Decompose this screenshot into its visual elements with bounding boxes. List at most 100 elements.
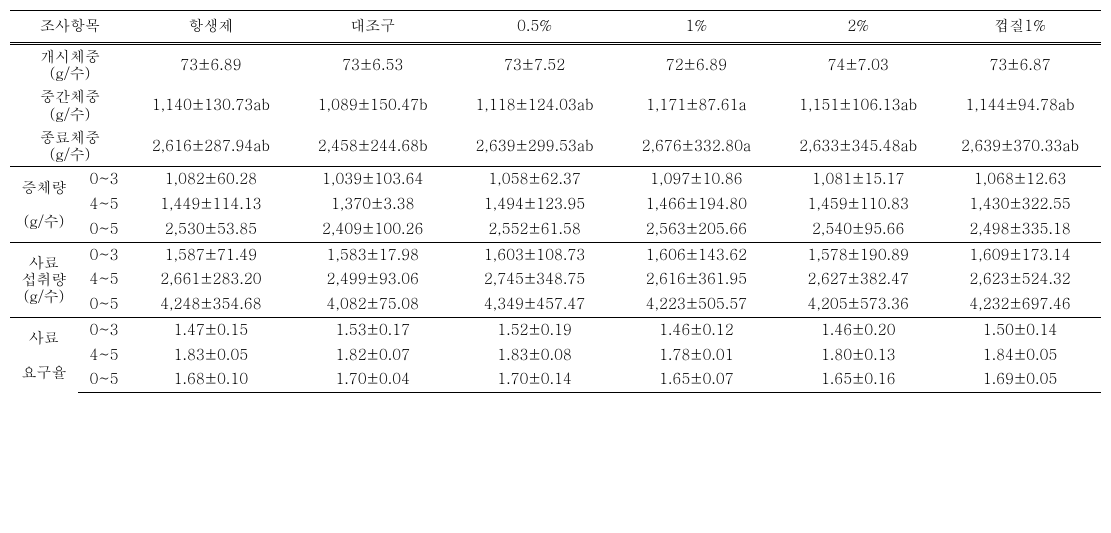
cell: 73±6.87 bbox=[939, 43, 1101, 85]
cell: 1.53±0.17 bbox=[292, 317, 454, 342]
row-label-gain: 증체량 (g/수) bbox=[10, 167, 78, 242]
label-text: 증체량 bbox=[22, 177, 67, 198]
cell: 1,587±71.49 bbox=[130, 242, 292, 267]
cell: 4,248±354.68 bbox=[130, 292, 292, 317]
table-row: 4~5 1,449±114.13 1,370±3.38 1,494±123.95… bbox=[10, 192, 1101, 217]
row-label-end-weight: 종료체중 (g/수) bbox=[10, 126, 130, 167]
cell: 1,171±87.61a bbox=[615, 85, 777, 126]
cell: 1,097±10.86 bbox=[615, 167, 777, 192]
col-header-antibiotic: 항생제 bbox=[130, 11, 292, 44]
cell: 73±6.53 bbox=[292, 43, 454, 85]
label-unit: (g/수) bbox=[50, 63, 91, 84]
cell: 2,458±244.68b bbox=[292, 126, 454, 167]
cell: 1.65±0.16 bbox=[777, 367, 939, 392]
label-unit: (g/수) bbox=[50, 144, 91, 165]
cell: 1.46±0.12 bbox=[615, 317, 777, 342]
cell: 4,349±457.47 bbox=[454, 292, 616, 317]
period-label: 0~5 bbox=[78, 292, 130, 317]
cell: 1,583±17.98 bbox=[292, 242, 454, 267]
col-header-1pct: 1% bbox=[615, 11, 777, 44]
period-label: 4~5 bbox=[78, 267, 130, 292]
cell: 1,603±108.73 bbox=[454, 242, 616, 267]
cell: 2,627±382.47 bbox=[777, 267, 939, 292]
table-row: 0~5 4,248±354.68 4,082±75.08 4,349±457.4… bbox=[10, 292, 1101, 317]
cell: 1,140±130.73ab bbox=[130, 85, 292, 126]
row-label-fcr: 사료 요구율 bbox=[10, 317, 78, 392]
col-header-2pct: 2% bbox=[777, 11, 939, 44]
cell: 1,609±173.14 bbox=[939, 242, 1101, 267]
table-row: 0~5 1.68±0.10 1.70±0.04 1.70±0.14 1.65±0… bbox=[10, 367, 1101, 392]
cell: 1,449±114.13 bbox=[130, 192, 292, 217]
cell: 1,606±143.62 bbox=[615, 242, 777, 267]
cell: 2,661±283.20 bbox=[130, 267, 292, 292]
cell: 2,552±61.58 bbox=[454, 217, 616, 242]
cell: 72±6.89 bbox=[615, 43, 777, 85]
cell: 1.52±0.19 bbox=[454, 317, 616, 342]
cell: 1.50±0.14 bbox=[939, 317, 1101, 342]
cell: 1.47±0.15 bbox=[130, 317, 292, 342]
cell: 73±6.89 bbox=[130, 43, 292, 85]
cell: 2,530±53.85 bbox=[130, 217, 292, 242]
cell: 1,578±190.89 bbox=[777, 242, 939, 267]
period-label: 4~5 bbox=[78, 343, 130, 368]
table-row: 사료 요구율 0~3 1.47±0.15 1.53±0.17 1.52±0.19… bbox=[10, 317, 1101, 342]
cell: 1.70±0.14 bbox=[454, 367, 616, 392]
cell: 4,205±573.36 bbox=[777, 292, 939, 317]
cell: 1,459±110.83 bbox=[777, 192, 939, 217]
label-text: 요구율 bbox=[22, 362, 67, 383]
cell: 1.68±0.10 bbox=[130, 367, 292, 392]
col-header-item: 조사항목 bbox=[10, 11, 130, 44]
cell: 1.84±0.05 bbox=[939, 343, 1101, 368]
cell: 1.46±0.20 bbox=[777, 317, 939, 342]
cell: 1,494±123.95 bbox=[454, 192, 616, 217]
cell: 1,151±106.13ab bbox=[777, 85, 939, 126]
cell: 2,540±95.66 bbox=[777, 217, 939, 242]
cell: 2,639±299.53ab bbox=[454, 126, 616, 167]
data-table: 조사항목 항생제 대조구 0.5% 1% 2% 껍질1% 개시체중 (g/수) … bbox=[10, 10, 1101, 393]
period-label: 0~5 bbox=[78, 217, 130, 242]
cell: 2,633±345.48ab bbox=[777, 126, 939, 167]
cell: 1,081±15.17 bbox=[777, 167, 939, 192]
label-unit: (g/수) bbox=[24, 211, 65, 232]
cell: 2,616±287.94ab bbox=[130, 126, 292, 167]
cell: 1.78±0.01 bbox=[615, 343, 777, 368]
cell: 1.82±0.07 bbox=[292, 343, 454, 368]
cell: 2,563±205.66 bbox=[615, 217, 777, 242]
row-label-intake: 사료 섭취량 (g/수) bbox=[10, 242, 78, 317]
period-label: 4~5 bbox=[78, 192, 130, 217]
table-row: 4~5 2,661±283.20 2,499±93.06 2,745±348.7… bbox=[10, 267, 1101, 292]
cell: 1,089±150.47b bbox=[292, 85, 454, 126]
cell: 2,616±361.95 bbox=[615, 267, 777, 292]
label-unit: (g/수) bbox=[50, 104, 91, 125]
cell: 1.80±0.13 bbox=[777, 343, 939, 368]
cell: 2,499±93.06 bbox=[292, 267, 454, 292]
cell: 4,082±75.08 bbox=[292, 292, 454, 317]
period-label: 0~3 bbox=[78, 167, 130, 192]
table-row: 사료 섭취량 (g/수) 0~3 1,587±71.49 1,583±17.98… bbox=[10, 242, 1101, 267]
cell: 1.70±0.04 bbox=[292, 367, 454, 392]
cell: 1,370±3.38 bbox=[292, 192, 454, 217]
table-row: 개시체중 (g/수) 73±6.89 73±6.53 73±7.52 72±6.… bbox=[10, 43, 1101, 85]
row-label-mid-weight: 중간체중 (g/수) bbox=[10, 85, 130, 126]
cell: 2,639±370.33ab bbox=[939, 126, 1101, 167]
cell: 2,409±100.26 bbox=[292, 217, 454, 242]
col-header-control: 대조구 bbox=[292, 11, 454, 44]
col-header-peel1pct: 껍질1% bbox=[939, 11, 1101, 44]
label-unit: (g/수) bbox=[24, 286, 65, 307]
cell: 1,039±103.64 bbox=[292, 167, 454, 192]
row-label-start-weight: 개시체중 (g/수) bbox=[10, 43, 130, 85]
cell: 2,498±335.18 bbox=[939, 217, 1101, 242]
cell: 73±7.52 bbox=[454, 43, 616, 85]
cell: 1,430±322.55 bbox=[939, 192, 1101, 217]
cell: 2,676±332.80a bbox=[615, 126, 777, 167]
cell: 1,118±124.03ab bbox=[454, 85, 616, 126]
cell: 4,232±697.46 bbox=[939, 292, 1101, 317]
cell: 1,082±60.28 bbox=[130, 167, 292, 192]
table-row: 4~5 1.83±0.05 1.82±0.07 1.83±0.08 1.78±0… bbox=[10, 343, 1101, 368]
period-label: 0~3 bbox=[78, 242, 130, 267]
cell: 1.83±0.05 bbox=[130, 343, 292, 368]
label-text: 사료 bbox=[29, 327, 59, 348]
col-header-05pct: 0.5% bbox=[454, 11, 616, 44]
cell: 1,144±94.78ab bbox=[939, 85, 1101, 126]
cell: 74±7.03 bbox=[777, 43, 939, 85]
